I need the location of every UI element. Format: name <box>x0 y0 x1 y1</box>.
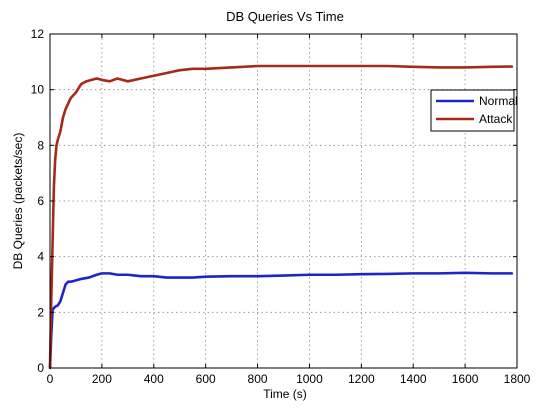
y-tick-label: 2 <box>37 305 44 319</box>
y-tick-label: 10 <box>31 83 45 97</box>
chart-title: DB Queries Vs Time <box>226 9 344 24</box>
y-axis-label: DB Queries (packets/sec) <box>11 133 25 270</box>
x-tick-label: 1000 <box>296 372 323 386</box>
x-tick-label: 800 <box>248 372 268 386</box>
series-layer <box>48 64 514 370</box>
x-tick-label: 1600 <box>452 372 479 386</box>
grid <box>50 34 517 368</box>
x-tick-label: 400 <box>144 372 164 386</box>
x-tick-label: 200 <box>92 372 112 386</box>
axis-ticks: 0 200 400 600 800 1000 1200 1400 1600 1800 0 2 4 6 8 10… <box>31 27 531 386</box>
legend-box <box>430 89 515 132</box>
x-tick-label: 1800 <box>504 372 531 386</box>
y-tick-label: 12 <box>31 27 45 41</box>
x-axis-label: Time (s) <box>263 387 307 401</box>
x-tick-label: 1200 <box>348 372 375 386</box>
x-tick-label: 1400 <box>400 372 427 386</box>
series-line-attack <box>48 64 514 370</box>
y-tick-label: 4 <box>37 250 44 264</box>
legend-label-attack: Attack <box>479 112 513 126</box>
series-line-normal <box>48 271 514 370</box>
y-tick-label: 6 <box>37 194 44 208</box>
y-tick-label: 8 <box>37 138 44 152</box>
x-tick-label: 0 <box>47 372 54 386</box>
legend-label-normal: Normal <box>479 94 518 108</box>
x-tick-label: 600 <box>196 372 216 386</box>
y-tick-label: 0 <box>37 361 44 375</box>
legend: Normal Attack <box>430 89 518 132</box>
